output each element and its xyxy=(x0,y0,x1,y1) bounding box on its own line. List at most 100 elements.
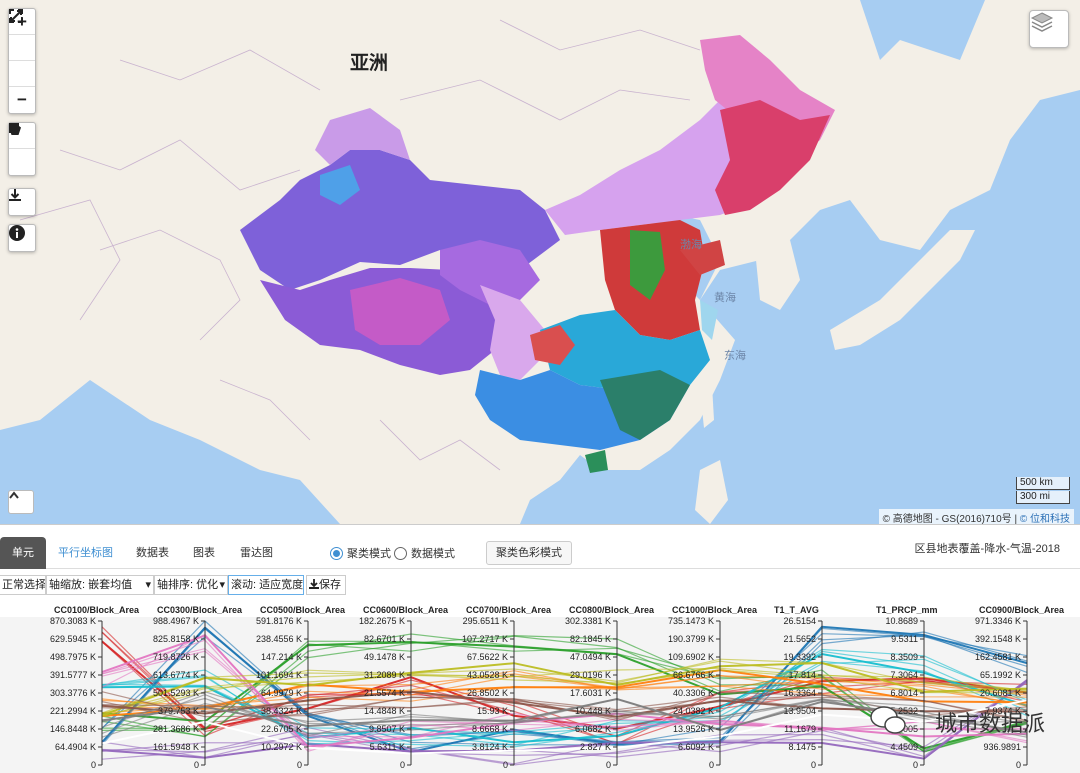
land-taiwan xyxy=(700,385,714,428)
axis-tick-label: 281.3686 K xyxy=(153,724,199,734)
caret-down-icon: ▾ xyxy=(219,579,225,591)
watermark-text: 城市数据派 xyxy=(935,711,1045,736)
tab-data-table[interactable]: 数据表 xyxy=(136,547,169,559)
region-sichuan-basin xyxy=(530,325,575,365)
axis-tick-label: 988.4967 K xyxy=(153,616,199,626)
axis-tick-label: 161.5948 K xyxy=(153,742,199,752)
axis-tick-label: 9.8507 K xyxy=(369,724,405,734)
download-control xyxy=(8,188,36,216)
axis-tick-label: 16.3364 xyxy=(783,688,816,698)
axis-order-dropdown[interactable]: 轴排序: 优化 ▾ xyxy=(154,575,228,595)
axis-tick-label: 0 xyxy=(91,760,96,770)
axis-tick-label: 295.6511 K xyxy=(463,616,508,626)
cluster-polyline xyxy=(101,658,1028,714)
cluster-color-button[interactable]: 聚类色彩模式 xyxy=(486,541,572,565)
axis-tick-label: 47.0494 K xyxy=(570,652,611,662)
sea-label-yellow: 黄海 xyxy=(714,292,736,304)
axis-tick-label: 43.0528 K xyxy=(467,670,508,680)
attribution-link[interactable]: © 位和科技 xyxy=(1019,514,1070,524)
axis-title[interactable]: CC0500/Block_Area xyxy=(260,605,346,615)
tab-radar[interactable]: 雷达图 xyxy=(240,547,273,559)
axis-tick-label: 9.5311 xyxy=(891,634,918,644)
axis-tick-label: 13.9526 K xyxy=(673,724,714,734)
axis-title[interactable]: CC1000/Block_Area xyxy=(672,605,758,615)
axis-title[interactable]: CC0100/Block_Area xyxy=(54,605,140,615)
map-view[interactable]: 亚洲 渤海 黄海 东海 + − xyxy=(0,0,1080,524)
tab-chart[interactable]: 图表 xyxy=(193,547,215,559)
scale-km: 500 km xyxy=(1016,477,1070,490)
axis-tick-label: 0 xyxy=(503,760,508,770)
reset-extent-button[interactable] xyxy=(9,10,35,87)
rectangle-draw-icon xyxy=(9,123,19,133)
region-qinghai xyxy=(440,240,540,305)
axis-tick-label: 190.3799 K xyxy=(668,634,714,644)
axis-title[interactable]: CC0800/Block_Area xyxy=(569,605,655,615)
axis-tick-label: 391.5777 K xyxy=(50,670,96,680)
axis-order-label: 轴排序: 优化 xyxy=(157,579,219,591)
sea-label-bohai: 渤海 xyxy=(680,239,702,251)
axis-tick-label: 5.2532 xyxy=(890,706,918,716)
axis-zoom-label: 轴缩放: 嵌套均值 xyxy=(49,579,133,591)
axis-tick-label: 182.2675 K xyxy=(359,616,405,626)
axis-tick-label: 392.1548 K xyxy=(975,634,1021,644)
cluster-polyline xyxy=(101,660,1028,736)
axis-tick-label: 719.8726 K xyxy=(153,652,199,662)
continent-label: 亚洲 xyxy=(350,53,389,74)
axis-tick-label: 15.93 K xyxy=(477,706,508,716)
axis-tick-label: 0 xyxy=(194,760,199,770)
layers-button[interactable] xyxy=(1029,10,1069,48)
axis-tick-label: 221.2994 K xyxy=(50,706,96,716)
axis-tick-label: 147.214 K xyxy=(261,652,302,662)
axis-title[interactable]: CC0300/Block_Area xyxy=(157,605,243,615)
polyline-layer xyxy=(101,620,1028,766)
axis-tick-label: 971.3346 K xyxy=(975,616,1021,626)
axis-tick-label: 6.8014 xyxy=(890,688,918,698)
cluster-polyline xyxy=(101,679,1028,760)
axis-title[interactable]: CC0700/Block_Area xyxy=(466,605,552,615)
info-icon xyxy=(9,225,25,241)
save-button[interactable]: 保存 xyxy=(306,575,346,595)
land-luzon xyxy=(695,460,728,524)
collapse-panel-button[interactable] xyxy=(8,490,34,514)
download-button[interactable] xyxy=(9,189,35,215)
axis-tick-label: 6.6092 K xyxy=(678,742,714,752)
map-attribution: © 高德地图 - GS(2016)710号 | © 位和科技 xyxy=(878,509,1074,524)
axis-tick-label: 21.5574 K xyxy=(364,688,405,698)
scroll-mode-dropdown[interactable]: 滚动: 适应宽度 xyxy=(228,575,304,595)
data-mode-radio[interactable]: 数据模式 xyxy=(394,545,455,561)
tab-parallel-coordinates[interactable]: 平行坐标图 xyxy=(58,547,113,559)
region-northeast-red xyxy=(715,100,830,215)
cluster-mode-radio[interactable]: 聚类模式 xyxy=(330,545,391,561)
axis-zoom-dropdown[interactable]: 轴缩放: 嵌套均值 ▾ xyxy=(46,575,154,595)
layers-icon xyxy=(1030,12,1054,32)
axis-tick-label: 8.6668 K xyxy=(472,724,508,734)
select-mode-dropdown[interactable]: 正常选择 xyxy=(0,575,46,595)
fullscreen-button[interactable] xyxy=(9,9,35,61)
info-control xyxy=(8,224,36,252)
axis-tick-label: 7.9374 K xyxy=(985,706,1021,716)
region-xinjiang-west xyxy=(320,165,360,205)
axis-title[interactable]: T1_PRCP_mm xyxy=(876,605,938,615)
axis-tick-label: 67.5622 K xyxy=(467,652,508,662)
axis-title[interactable]: CC0900/Block_Area xyxy=(979,605,1065,615)
axis-title[interactable]: CC0600/Block_Area xyxy=(363,605,449,615)
axis-tick-label: 2.827 K xyxy=(580,742,611,752)
region-tibet-pink xyxy=(350,278,450,345)
panel-tabs: 单元 平行坐标图 数据表 图表 雷达图 xyxy=(0,537,1080,569)
reset-extent-icon xyxy=(10,10,22,22)
axis-tick-label: 21.5652 xyxy=(783,634,816,644)
axis-title[interactable]: T1_T_AVG xyxy=(774,605,819,615)
axis-tick-label: 0 xyxy=(400,760,405,770)
axis-tick-label: 10.8689 xyxy=(885,616,918,626)
info-button[interactable] xyxy=(9,225,35,251)
zoom-out-button[interactable]: − xyxy=(17,90,27,109)
data-mode-indicator[interactable] xyxy=(394,546,407,560)
axis-tick-label: 146.8448 K xyxy=(50,724,96,734)
rectangle-draw-button[interactable] xyxy=(9,123,35,175)
tab-unit[interactable]: 单元 xyxy=(0,537,46,569)
axis-tick-label: 6.0682 K xyxy=(575,724,611,734)
cluster-mode-indicator[interactable] xyxy=(330,546,343,560)
axis-tick-label: 24.0382 K xyxy=(673,706,714,716)
